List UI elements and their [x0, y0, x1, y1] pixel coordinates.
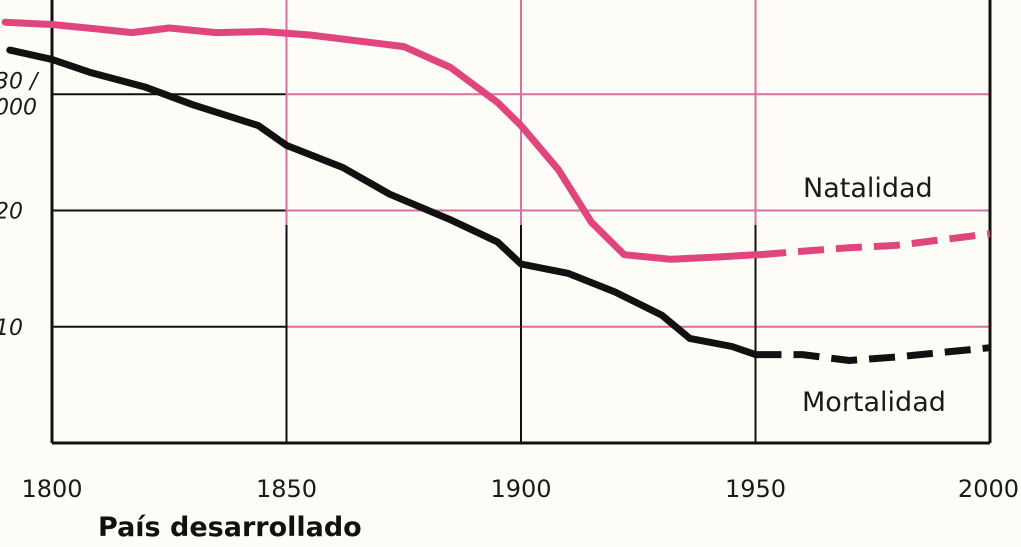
chart-axes — [50, 0, 992, 445]
chart-series — [1, 18, 991, 364]
y-tick-label-30-1: 000 — [0, 95, 37, 120]
x-tick-label-1900: 1900 — [490, 475, 551, 503]
x-tick-label-2000: 2000 — [958, 475, 1019, 503]
x-tick-label-1800: 1800 — [21, 475, 82, 503]
y-tick-label-20: 20 — [0, 200, 23, 225]
y-tick-label-30-0: 30 / — [0, 69, 40, 94]
chart-tick-labels: 1800 1850 1900 1950 2000 30 /000 20 10 — [0, 69, 1019, 503]
chart-title: País desarrollado — [98, 512, 362, 543]
series-label-natalidad: Natalidad — [803, 173, 933, 204]
chart-grid — [52, 0, 990, 443]
series-projection-natalidad — [759, 230, 991, 259]
series-label-mortalidad: Mortalidad — [802, 387, 946, 418]
series-line-mortalidad — [6, 46, 759, 359]
x-tick-label-1850: 1850 — [256, 475, 317, 503]
series-line-natalidad — [1, 18, 764, 263]
y-tick-label-10: 10 — [0, 316, 23, 341]
series-projection-mortalidad — [755, 344, 991, 364]
x-tick-label-1950: 1950 — [725, 475, 786, 503]
